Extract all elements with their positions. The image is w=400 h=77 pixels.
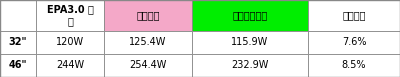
Text: 125.4W: 125.4W [129,37,167,47]
Bar [36,54,104,77]
Bar [0,0,36,31]
Text: 232.9W: 232.9W [231,60,269,70]
Bar [308,54,400,77]
Text: 120W: 120W [56,37,84,47]
Bar [36,0,104,31]
Bar [0,54,36,77]
Bar [104,31,192,54]
Text: 昂宝电子方案: 昂宝电子方案 [232,10,268,20]
Text: 7.6%: 7.6% [342,37,366,47]
Bar [104,0,192,31]
Bar [308,31,400,54]
Text: 244W: 244W [56,60,84,70]
Bar [192,31,308,54]
Text: 254.4W: 254.4W [129,60,167,70]
Text: EPA3.0 规
格: EPA3.0 规 格 [46,5,94,26]
Text: 节能比率: 节能比率 [342,10,366,20]
Bar [192,54,308,77]
Text: 32": 32" [9,37,27,47]
Text: 传统方案: 传统方案 [136,10,160,20]
Bar [36,31,104,54]
Text: 8.5%: 8.5% [342,60,366,70]
Bar [104,54,192,77]
Bar [308,0,400,31]
Text: 115.9W: 115.9W [231,37,269,47]
Bar [192,0,308,31]
Text: 46": 46" [9,60,27,70]
Bar [0,31,36,54]
